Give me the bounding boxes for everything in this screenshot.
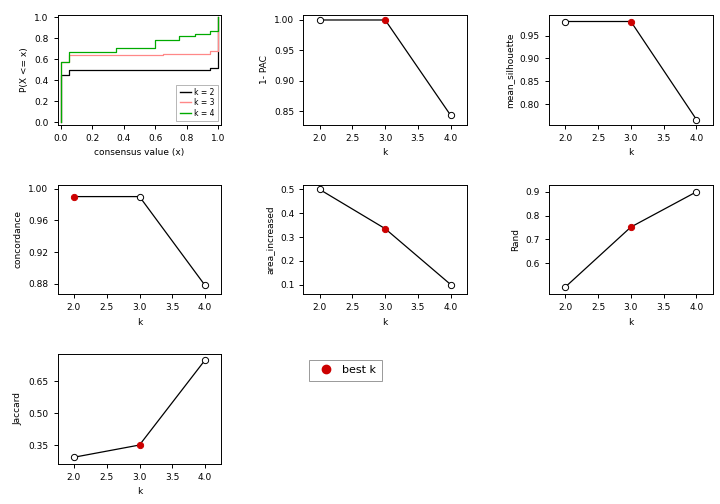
Y-axis label: 1- PAC: 1- PAC — [260, 55, 269, 84]
X-axis label: k: k — [382, 318, 388, 327]
X-axis label: k: k — [382, 148, 388, 157]
Y-axis label: P(X <= x): P(X <= x) — [19, 47, 29, 92]
Y-axis label: Rand: Rand — [511, 228, 520, 251]
Legend: k = 2, k = 3, k = 4: k = 2, k = 3, k = 4 — [176, 85, 217, 120]
Y-axis label: Jaccard: Jaccard — [14, 393, 23, 425]
Y-axis label: concordance: concordance — [14, 210, 23, 269]
Y-axis label: area_increased: area_increased — [266, 205, 274, 274]
X-axis label: consensus value (x): consensus value (x) — [94, 148, 184, 157]
Legend: best k: best k — [309, 360, 382, 381]
X-axis label: k: k — [629, 148, 634, 157]
Y-axis label: mean_silhouette: mean_silhouette — [505, 32, 514, 107]
X-axis label: k: k — [629, 318, 634, 327]
X-axis label: k: k — [137, 487, 142, 496]
X-axis label: k: k — [137, 318, 142, 327]
